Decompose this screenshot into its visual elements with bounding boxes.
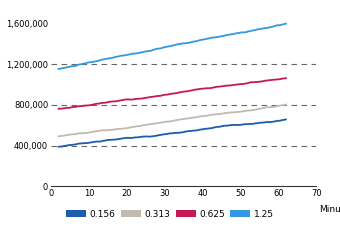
Text: Minutes: Minutes — [319, 205, 340, 214]
Y-axis label: RLUs: RLUs — [0, 89, 2, 111]
Legend: 0.156, 0.313, 0.625, 1.25: 0.156, 0.313, 0.625, 1.25 — [63, 206, 277, 222]
